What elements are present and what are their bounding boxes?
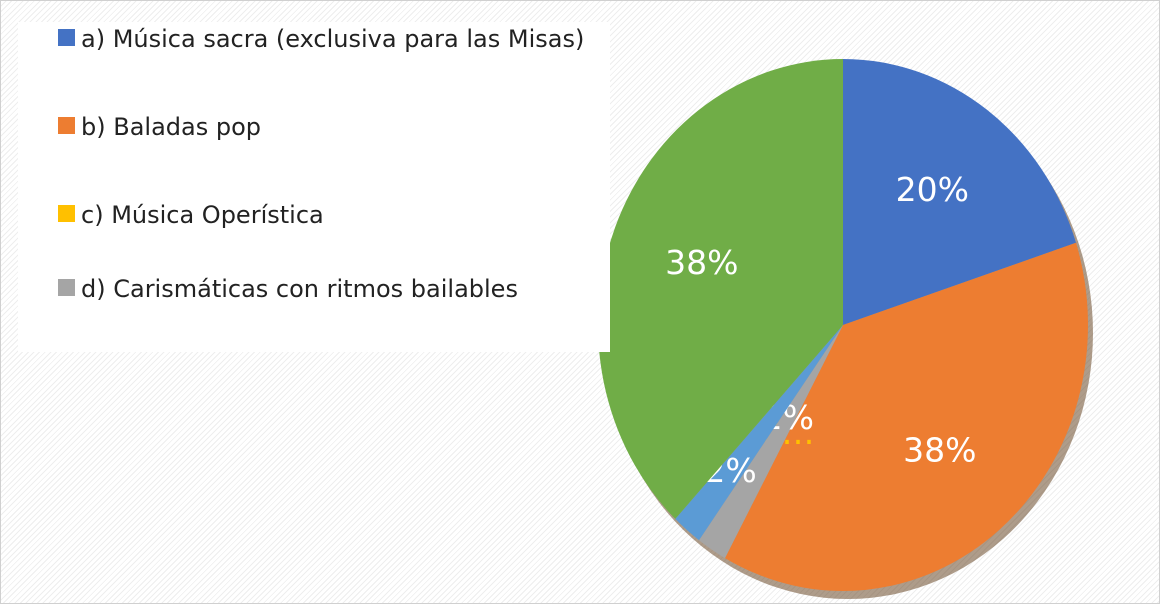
legend-entry: c) Música Operística <box>58 198 598 232</box>
legend-swatch <box>58 205 75 222</box>
legend-entry: d) Carismáticas con ritmos bailables <box>58 272 598 306</box>
legend-swatch <box>58 279 75 296</box>
pie-slice <box>598 59 843 519</box>
legend-label: a) Música sacra (exclusiva para las Misa… <box>81 25 585 53</box>
legend-swatch <box>58 117 75 134</box>
data-label: 38% <box>665 243 738 282</box>
data-label: 38% <box>903 431 976 470</box>
pie-slice <box>724 242 1088 591</box>
legend-swatch <box>58 29 75 46</box>
legend-entry: a) Música sacra (exclusiva para las Misa… <box>58 22 598 56</box>
legend: a) Música sacra (exclusiva para las Misa… <box>18 22 610 352</box>
data-label: 20% <box>896 170 969 209</box>
legend-label: c) Música Operística <box>81 201 324 229</box>
legend-entry: b) Baladas pop <box>58 110 598 144</box>
pie-slice <box>675 325 843 541</box>
pie-slice <box>843 59 1077 325</box>
legend-label: b) Baladas pop <box>81 113 261 141</box>
pie-slice <box>698 325 843 559</box>
legend-label: d) Carismáticas con ritmos bailables <box>81 275 518 303</box>
